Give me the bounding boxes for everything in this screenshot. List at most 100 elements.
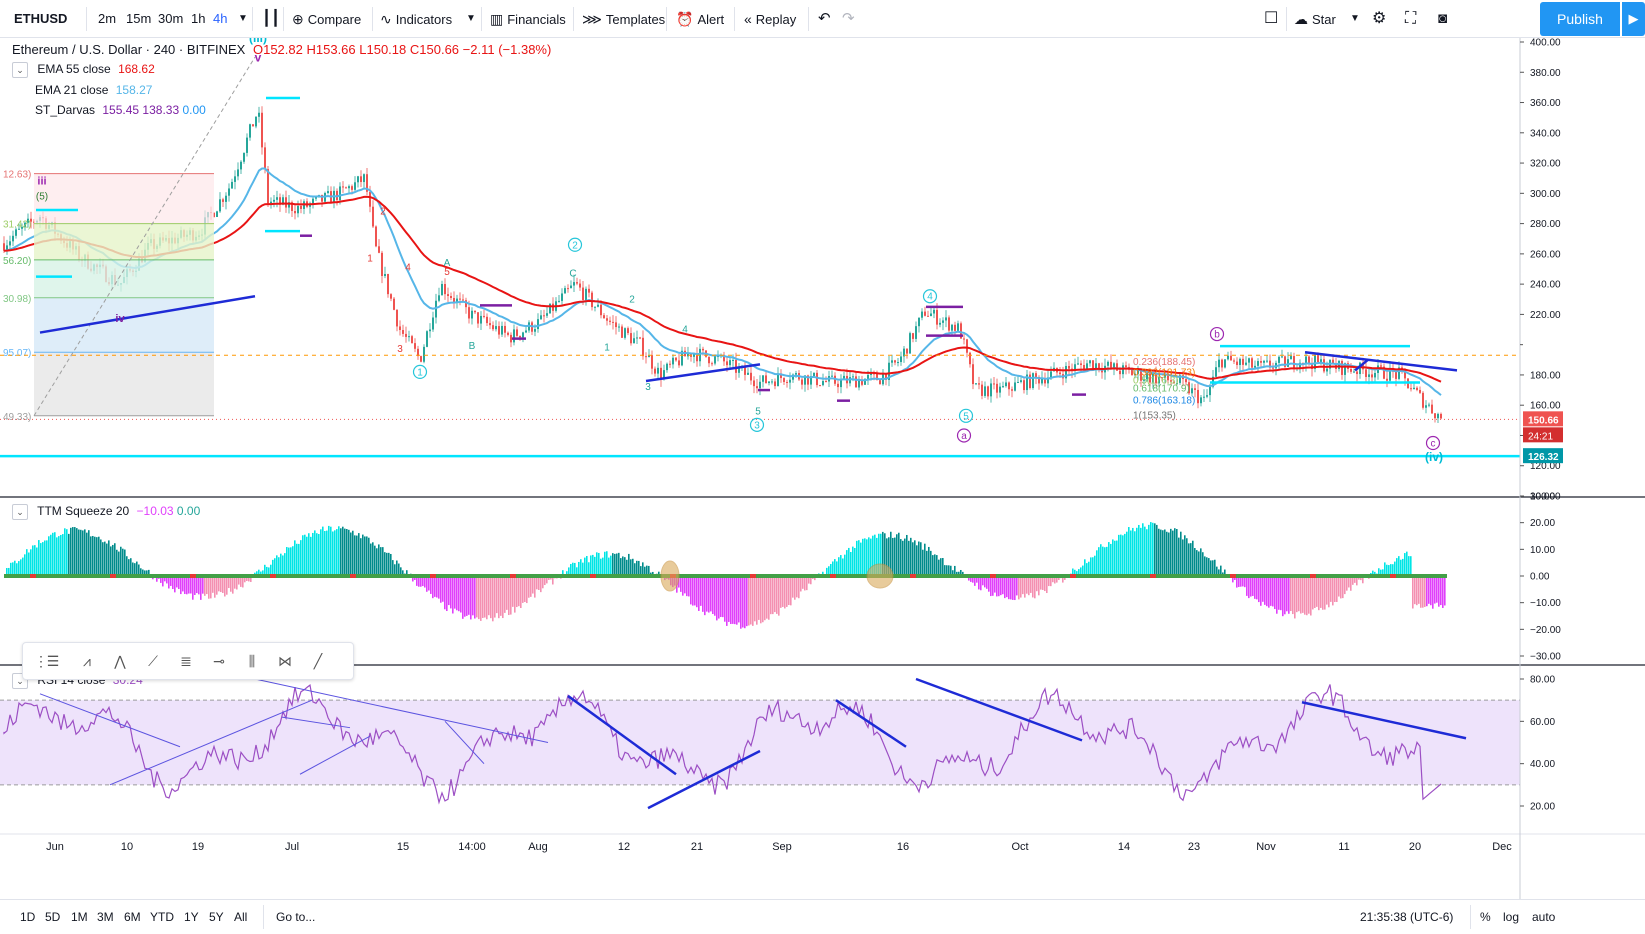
star-layout-button[interactable]: ☁Star: [1294, 0, 1336, 38]
ttm-histogram-bar: [1408, 556, 1410, 576]
wave-123-tool-icon[interactable]: ⩘: [73, 647, 101, 675]
ttm-histogram-bar: [1338, 576, 1340, 597]
interval-4h[interactable]: 4h: [213, 0, 227, 38]
range-5y[interactable]: 5Y: [209, 900, 224, 934]
ttm-histogram-bar: [316, 533, 318, 576]
undo-icon[interactable]: ↶: [818, 0, 831, 38]
indicators-dropdown-icon[interactable]: ▼: [466, 0, 476, 38]
candle-body: [618, 327, 620, 328]
lines-tool-icon[interactable]: ☰: [39, 647, 67, 675]
collapse-legend-icon[interactable]: ⌄: [12, 62, 28, 78]
ttm-histogram-bar: [996, 576, 998, 596]
candle-body: [993, 383, 995, 384]
candle-body: [249, 124, 251, 137]
compare-button[interactable]: ⊕Compare: [292, 0, 361, 38]
goto-button[interactable]: Go to...: [276, 900, 315, 934]
log-toggle[interactable]: log: [1503, 900, 1519, 934]
ttm-histogram-bar: [1132, 528, 1134, 576]
darvas-legend[interactable]: ST_Darvas 155.45 138.33 0.00: [35, 103, 206, 117]
interval-dropdown-icon[interactable]: ▼: [238, 0, 248, 38]
interval-15m[interactable]: 15m: [126, 0, 151, 38]
candle-body: [759, 382, 761, 388]
range-ytd[interactable]: YTD: [150, 900, 174, 934]
star-dropdown-icon[interactable]: ▼: [1350, 0, 1360, 38]
ttm-legend[interactable]: ⌄ TTM Squeeze 20 −10.03 0.00: [12, 504, 200, 520]
wave-label: (5): [36, 191, 48, 202]
interval-1h[interactable]: 1h: [191, 0, 205, 38]
candle-body: [987, 386, 989, 396]
ttm-histogram-bar: [706, 576, 708, 612]
ttm-histogram-bar: [858, 540, 860, 576]
fib-zone: [34, 260, 214, 298]
candle-body: [228, 188, 230, 195]
interval-2m[interactable]: 2m: [98, 0, 116, 38]
ttm-histogram-bar: [388, 553, 390, 576]
candle-body: [12, 236, 14, 242]
bars-tool-icon[interactable]: ⫼: [238, 647, 266, 675]
candle-body: [573, 282, 575, 285]
replay-button[interactable]: «Replay: [744, 0, 796, 38]
candle-body: [633, 338, 635, 343]
fib-tool-icon[interactable]: ≣: [172, 647, 200, 675]
candle-body: [1245, 363, 1247, 365]
ttm-histogram-bar: [506, 576, 508, 610]
pattern-tool-icon[interactable]: ⋈: [271, 647, 299, 675]
range-3m[interactable]: 3M: [97, 900, 114, 934]
range-6m[interactable]: 6M: [124, 900, 141, 934]
ttm-histogram-bar: [726, 576, 728, 626]
ttm-histogram-bar: [1040, 576, 1042, 590]
clock[interactable]: 21:35:38 (UTC-6): [1360, 900, 1453, 934]
range-1m[interactable]: 1M: [71, 900, 88, 934]
range-1y[interactable]: 1Y: [184, 900, 199, 934]
range-all[interactable]: All: [234, 900, 247, 934]
candle-body: [753, 380, 755, 386]
collapse-legend-icon[interactable]: ⌄: [12, 504, 28, 520]
expand-icon[interactable]: ⛶: [1405, 0, 1416, 38]
candles-icon[interactable]: ┃┃: [262, 0, 280, 38]
ray-tool-icon[interactable]: ╱: [304, 647, 332, 675]
auto-toggle[interactable]: auto: [1532, 900, 1555, 934]
range-5d[interactable]: 5D: [45, 900, 60, 934]
camera-icon[interactable]: ◙: [1438, 0, 1447, 38]
candle-body: [1197, 390, 1199, 403]
ttm-histogram-bar: [480, 576, 482, 621]
candle-body: [912, 333, 914, 339]
price-tick-label: 160.00: [1530, 401, 1561, 412]
templates-button[interactable]: ⋙Templates: [582, 0, 665, 38]
ttm-histogram-bar: [326, 531, 328, 576]
ttm-histogram-bar: [600, 559, 602, 576]
ttm-histogram-bar: [1200, 548, 1202, 576]
wave-abc-tool-icon[interactable]: ⋀: [106, 647, 134, 675]
alert-button[interactable]: ⏰Alert: [676, 0, 724, 38]
fib-level-label: 12.63): [3, 170, 31, 181]
play-icon[interactable]: ▶: [1622, 2, 1645, 36]
financials-button[interactable]: ▥Financials: [490, 0, 566, 38]
candle-body: [1206, 395, 1208, 397]
interval-30m[interactable]: 30m: [158, 0, 183, 38]
ttm-histogram-bar: [1320, 576, 1322, 608]
ttm-histogram-bar: [1260, 576, 1262, 606]
indicators-button[interactable]: ∿Indicators: [380, 0, 452, 38]
horizontal-line-tool-icon[interactable]: ⊸: [205, 647, 233, 675]
candle-body: [672, 358, 674, 365]
candle-body: [1260, 361, 1262, 363]
ttm-histogram-bar: [224, 576, 226, 596]
fullscreen-square-icon[interactable]: ☐: [1264, 0, 1278, 38]
ema21-legend[interactable]: EMA 21 close 158.27: [35, 83, 152, 97]
range-1d[interactable]: 1D: [20, 900, 35, 934]
rsi-tick-label: 80.00: [1530, 675, 1555, 686]
candle-body: [1278, 357, 1280, 363]
ema55-legend[interactable]: ⌄ EMA 55 close 168.62: [12, 62, 155, 78]
candle-body: [267, 169, 269, 203]
publish-button[interactable]: Publish: [1540, 2, 1620, 36]
candle-body: [900, 356, 902, 362]
ttm-histogram-bar: [40, 543, 42, 576]
percent-toggle[interactable]: %: [1480, 900, 1491, 934]
ttm-histogram-bar: [1252, 576, 1254, 596]
chart-canvas[interactable]: 12.63)31.42)56.20)30.98)95.07)49.33)0.23…: [0, 38, 1645, 899]
trendline-tool-icon[interactable]: ⟋: [139, 647, 167, 675]
time-axis-label: Sep: [772, 841, 792, 853]
redo-icon[interactable]: ↷: [842, 0, 855, 38]
symbol-search[interactable]: ETHUSD: [14, 0, 67, 38]
gear-icon[interactable]: ⚙: [1372, 0, 1386, 38]
